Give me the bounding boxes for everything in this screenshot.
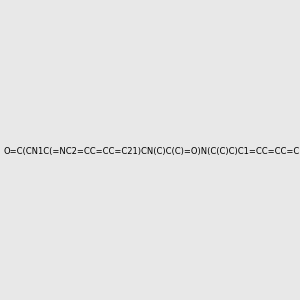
Text: O=C(CN1C(=NC2=CC=CC=C21)CN(C)C(C)=O)N(C(C)C)C1=CC=CC=C1: O=C(CN1C(=NC2=CC=CC=C21)CN(C)C(C)=O)N(C(… xyxy=(3,147,300,156)
